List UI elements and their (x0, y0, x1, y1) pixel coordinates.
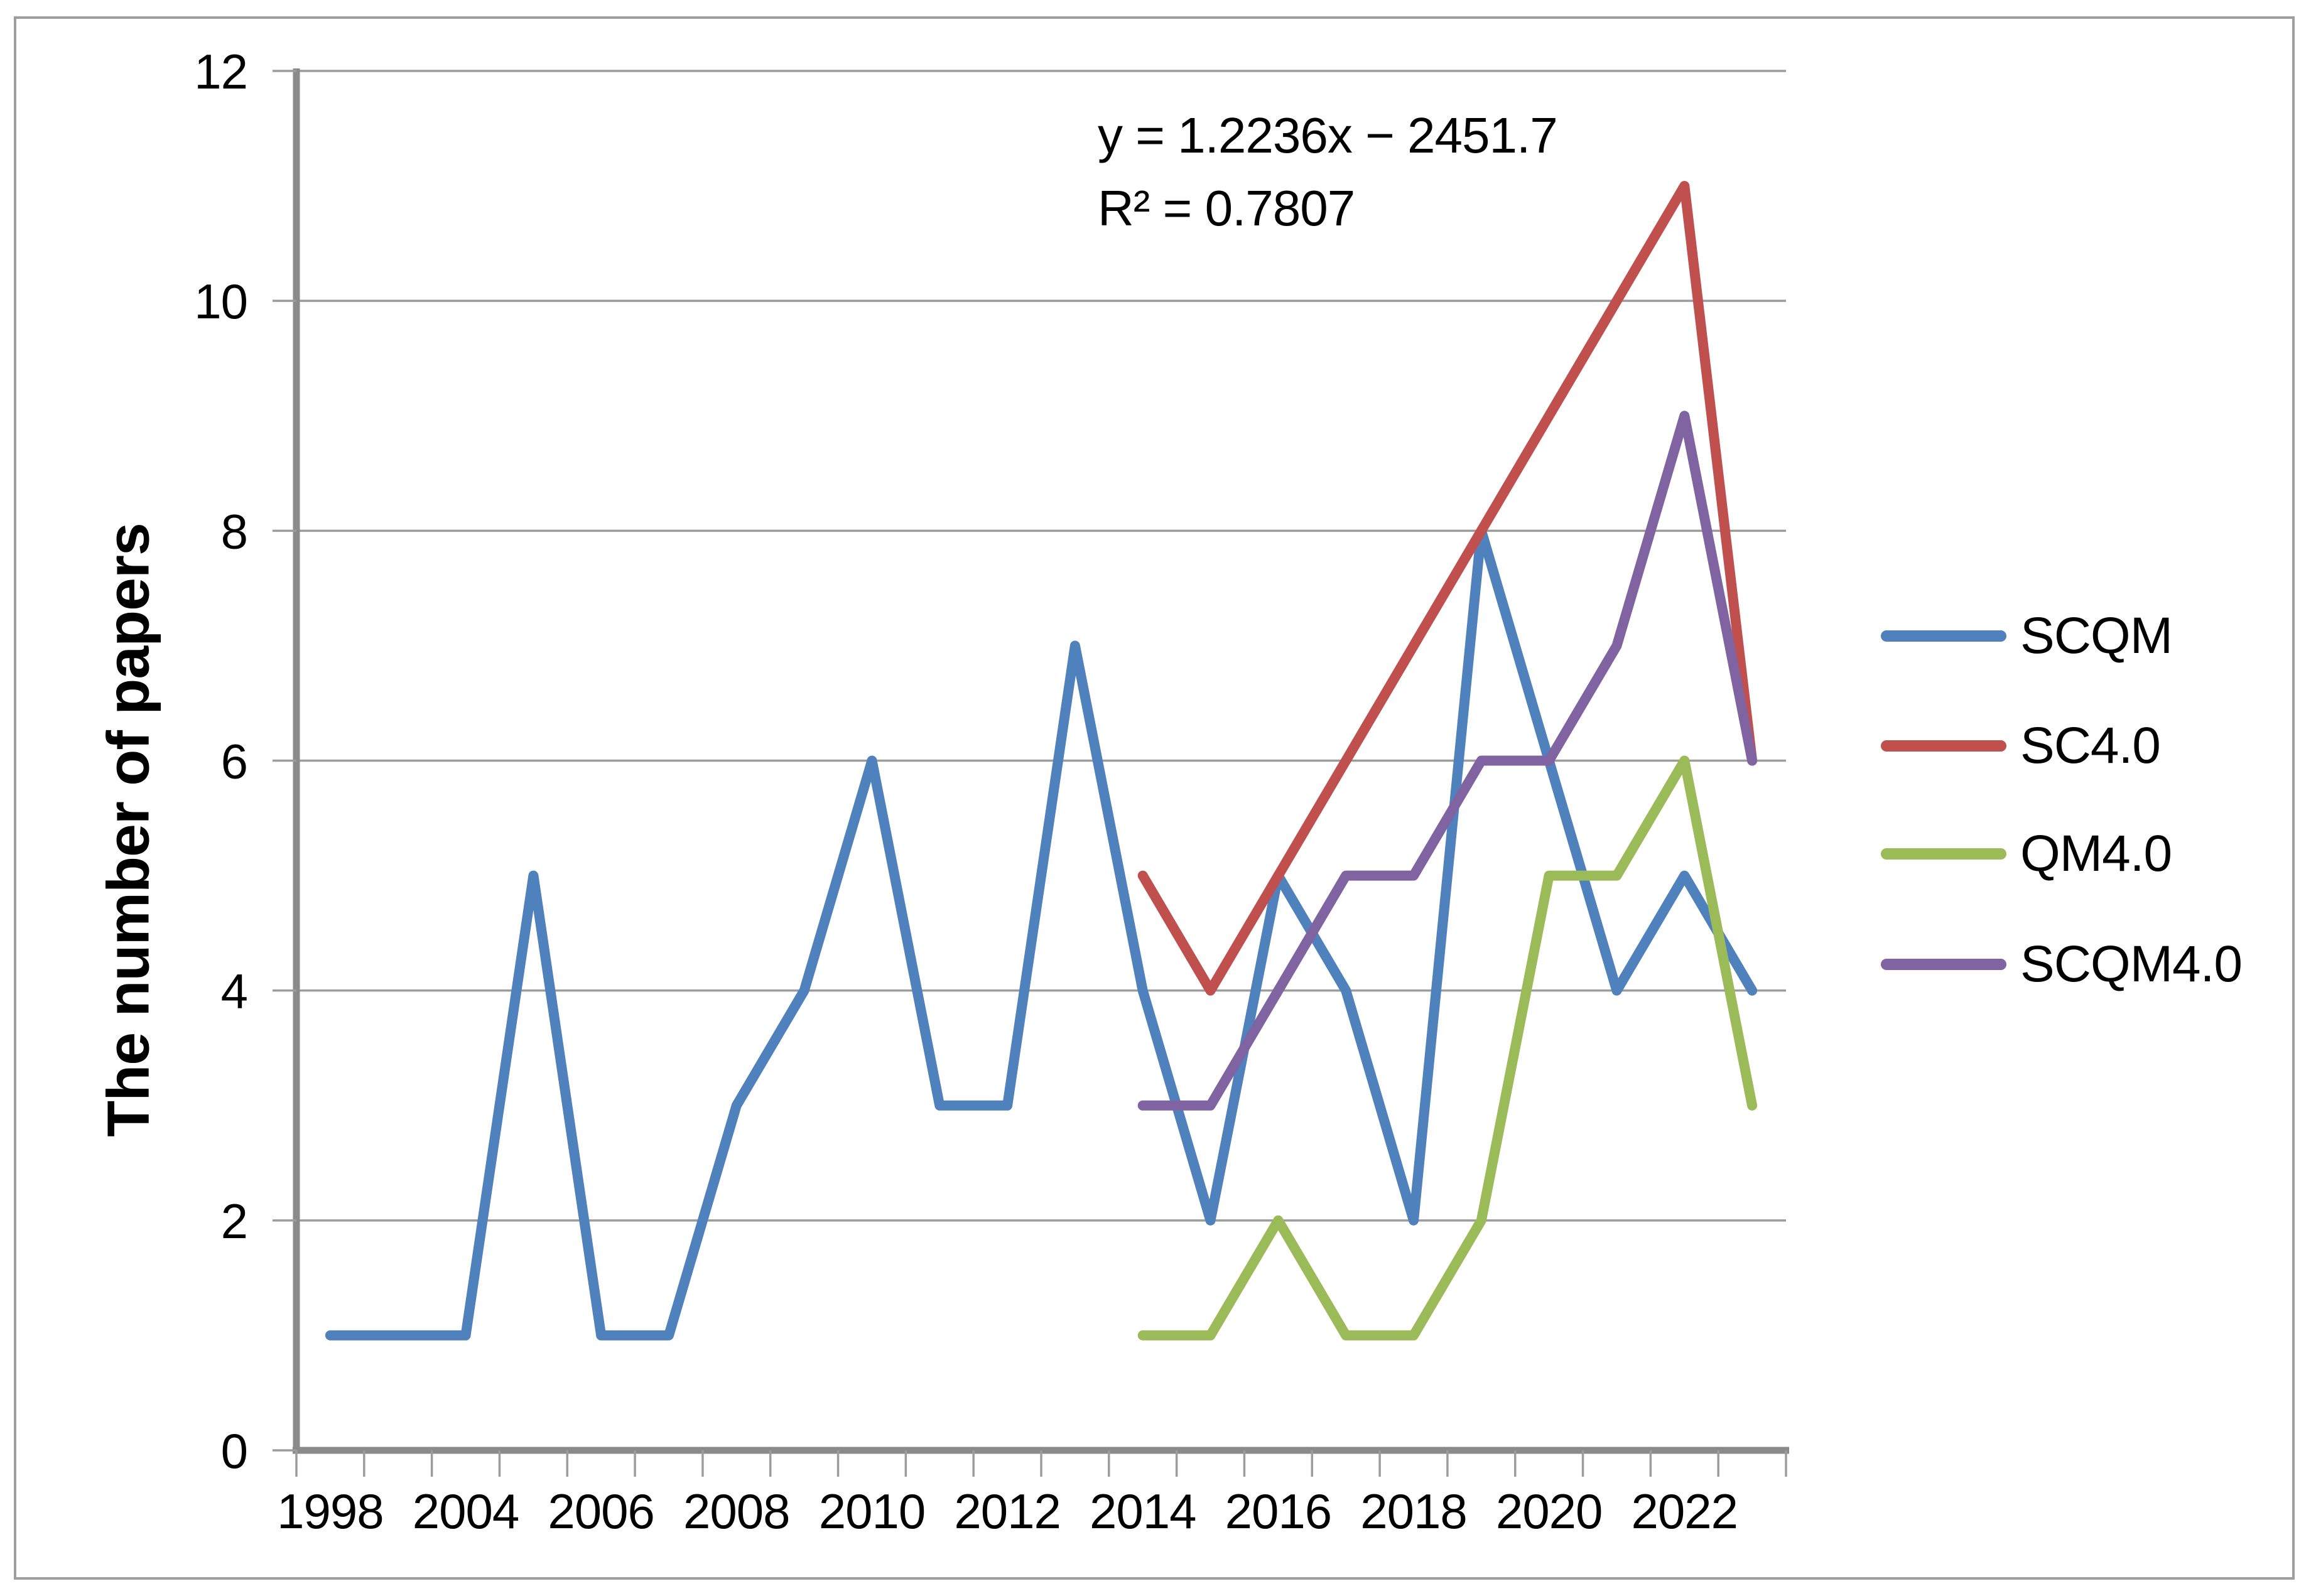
x-tick-label: 2008 (683, 1484, 790, 1539)
legend-line-sample-scqm (1881, 630, 2006, 642)
y-tick-label: 10 (194, 274, 247, 329)
y-tick-label: 0 (221, 1423, 247, 1479)
x-tick-label: 2020 (1496, 1484, 1603, 1539)
legend-line-sample-qm40 (1881, 848, 2006, 860)
legend-label: SCQM (2020, 607, 2173, 664)
legend-item-scqm40: SCQM4.0 (1881, 933, 2243, 996)
legend-label: SC4.0 (2020, 717, 2161, 774)
trendline-equation: y = 1.2236x − 2451.7 (1098, 107, 1558, 163)
y-axis-title: The number of papers (95, 523, 162, 1137)
y-tick-label: 8 (221, 504, 247, 559)
legend-label: QM4.0 (2020, 825, 2172, 882)
legend-item-sc40: SC4.0 (1881, 714, 2161, 777)
x-tick-label: 2010 (819, 1484, 926, 1539)
x-tick-label: 2018 (1360, 1484, 1467, 1539)
trendline-r-squared: R² = 0.7807 (1098, 180, 1355, 236)
gridlines (296, 70, 1786, 1222)
series-line-sc40 (1137, 181, 1758, 996)
series-line-qm40 (1137, 755, 1758, 1340)
x-tick-label: 2012 (954, 1484, 1061, 1539)
y-tick-label: 2 (221, 1194, 247, 1249)
legend-line-sample-scqm40 (1881, 959, 2006, 970)
x-tick-label: 2014 (1090, 1484, 1196, 1539)
legend-line-sample-sc40 (1881, 740, 2006, 752)
x-tick-label: 2006 (548, 1484, 654, 1539)
tick-labels: 0 2 4 6 8 10 12 1998 2004 2006 2008 2010 2012 2014 201… (194, 44, 1738, 1539)
series-line-scqm (325, 526, 1758, 1340)
series-lines (325, 181, 1758, 1340)
x-tick-label: 2004 (413, 1484, 519, 1539)
y-tick-label: 6 (221, 734, 247, 789)
y-tick-label: 4 (221, 964, 247, 1019)
legend-item-scqm: SCQM (1881, 605, 2173, 667)
series-line-scqm40 (1137, 411, 1758, 1111)
x-tick-label: 2016 (1225, 1484, 1332, 1539)
legend-item-qm40: QM4.0 (1881, 822, 2172, 885)
legend-label: SCQM4.0 (2020, 935, 2243, 993)
x-tick-label: 1998 (277, 1484, 384, 1539)
y-tick-label: 12 (194, 44, 247, 99)
figure-border (14, 16, 2295, 1580)
x-tick-label: 2022 (1632, 1484, 1738, 1539)
tick-marks (273, 70, 1787, 1477)
